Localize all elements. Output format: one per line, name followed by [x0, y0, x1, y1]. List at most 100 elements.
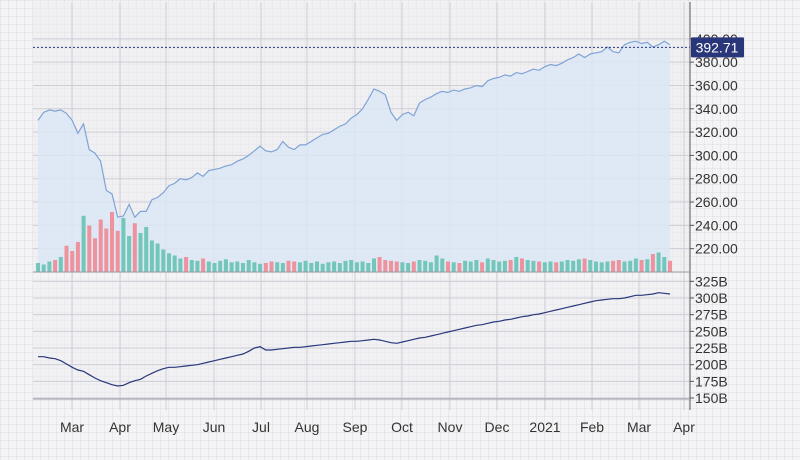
- volume-bar: [463, 260, 468, 273]
- volume-bar: [144, 227, 149, 272]
- breadth-tick-label: 200B: [695, 357, 728, 373]
- volume-bar: [480, 262, 485, 273]
- volume-bar: [520, 258, 524, 272]
- volume-bar: [241, 263, 245, 272]
- x-tick-label: Mar: [60, 419, 84, 435]
- volume-bar: [650, 254, 655, 272]
- volume-bar: [223, 259, 228, 273]
- volume-bar: [201, 258, 206, 272]
- volume-bar: [303, 260, 308, 273]
- volume-bar: [525, 260, 530, 272]
- price-tick-label: 300.00: [695, 147, 738, 163]
- volume-bar: [337, 263, 342, 272]
- volume-bar: [502, 260, 507, 273]
- volume-bar: [161, 249, 166, 272]
- volume-bar: [189, 260, 194, 272]
- volume-bar: [394, 261, 399, 272]
- x-tick-labels: Mar Apr May Jun Jul Aug Sep Oct Nov Dec 2021 Feb Mar…: [60, 419, 695, 435]
- volume-bar: [309, 263, 314, 272]
- price-tick-label: 240.00: [695, 217, 738, 233]
- volume-bar: [292, 261, 297, 272]
- x-tick-label: Jul: [252, 419, 270, 435]
- volume-bar: [349, 260, 354, 272]
- volume-bar: [554, 262, 559, 273]
- volume-bar: [616, 260, 621, 272]
- volume-bar: [366, 263, 371, 272]
- volume-bar: [537, 261, 542, 272]
- volume-bar: [70, 251, 75, 272]
- volume-bar: [639, 260, 644, 272]
- current-value-badge-bg: [691, 37, 744, 58]
- volume-bar: [406, 263, 411, 272]
- volume-bar: [508, 260, 513, 272]
- x-tick-label: 2021: [529, 419, 560, 435]
- volume-bar: [36, 263, 40, 272]
- volume-bar: [206, 261, 211, 272]
- volume-bar: [252, 262, 257, 273]
- volume-bar: [263, 263, 268, 272]
- volume-bar: [178, 258, 183, 272]
- x-tick-label: Mar: [627, 419, 651, 435]
- volume-bar: [297, 262, 302, 273]
- x-tick-label: Oct: [391, 419, 413, 435]
- volume-bar: [582, 258, 587, 272]
- volume-bar: [400, 262, 405, 273]
- volume-bar: [576, 259, 581, 273]
- volume-bar: [588, 260, 593, 272]
- current-value-badge: 392.71: [691, 37, 744, 58]
- volume-bar: [485, 258, 490, 272]
- volume-bar: [633, 258, 638, 272]
- volume-bar: [457, 263, 462, 272]
- volume-bar: [98, 219, 103, 272]
- volume-bar: [115, 230, 120, 273]
- volume-bar: [548, 261, 553, 272]
- volume-bar: [411, 261, 416, 272]
- price-tick-labels: 220.00 240.00 260.00 280.00 300.00 320.00 340.…: [690, 31, 738, 257]
- volume-bar: [428, 262, 433, 273]
- breadth-tick-label: 275B: [695, 307, 728, 323]
- volume-bar: [246, 260, 251, 272]
- volume-bar: [149, 240, 154, 272]
- volume-bar: [497, 261, 502, 272]
- volume-bar: [417, 260, 422, 272]
- volume-bars: [36, 212, 672, 273]
- breadth-panel-bg: [33, 278, 690, 398]
- volume-bar: [434, 255, 439, 272]
- volume-bar: [218, 260, 223, 273]
- breadth-tick-label: 325B: [695, 273, 728, 289]
- volume-bar: [383, 260, 388, 272]
- volume-bar: [127, 236, 132, 272]
- volume-bar: [275, 262, 280, 273]
- volume-bar: [167, 253, 171, 273]
- volume-bar: [315, 261, 319, 272]
- x-tick-label: Aug: [295, 419, 320, 435]
- x-tick-label: Apr: [109, 419, 131, 435]
- x-tick-label: May: [153, 419, 179, 435]
- price-area: [38, 41, 670, 273]
- volume-bar: [138, 233, 143, 272]
- x-tick-label: Sep: [343, 419, 368, 435]
- volume-bar: [474, 260, 479, 272]
- volume-bar: [332, 261, 337, 272]
- x-tick-label: Apr: [673, 419, 695, 435]
- price-tick-label: 260.00: [695, 194, 738, 210]
- price-tick-label: 340.00: [695, 101, 738, 117]
- volume-bar: [172, 255, 177, 272]
- price-tick-label: 380.00: [695, 54, 738, 70]
- breadth-tick-label: 300B: [695, 290, 728, 306]
- volume-bar: [451, 262, 456, 273]
- volume-bar: [155, 243, 160, 272]
- volume-bar: [87, 225, 92, 272]
- volume-bar: [280, 263, 285, 272]
- current-value-label: 392.71: [696, 39, 739, 55]
- volume-bar: [440, 258, 445, 272]
- volume-bar: [110, 212, 114, 272]
- volume-bar: [594, 261, 598, 272]
- volume-bar: [235, 261, 240, 272]
- volume-bar: [229, 262, 234, 273]
- breadth-gridlines: [33, 280, 690, 399]
- volume-bar: [468, 261, 473, 272]
